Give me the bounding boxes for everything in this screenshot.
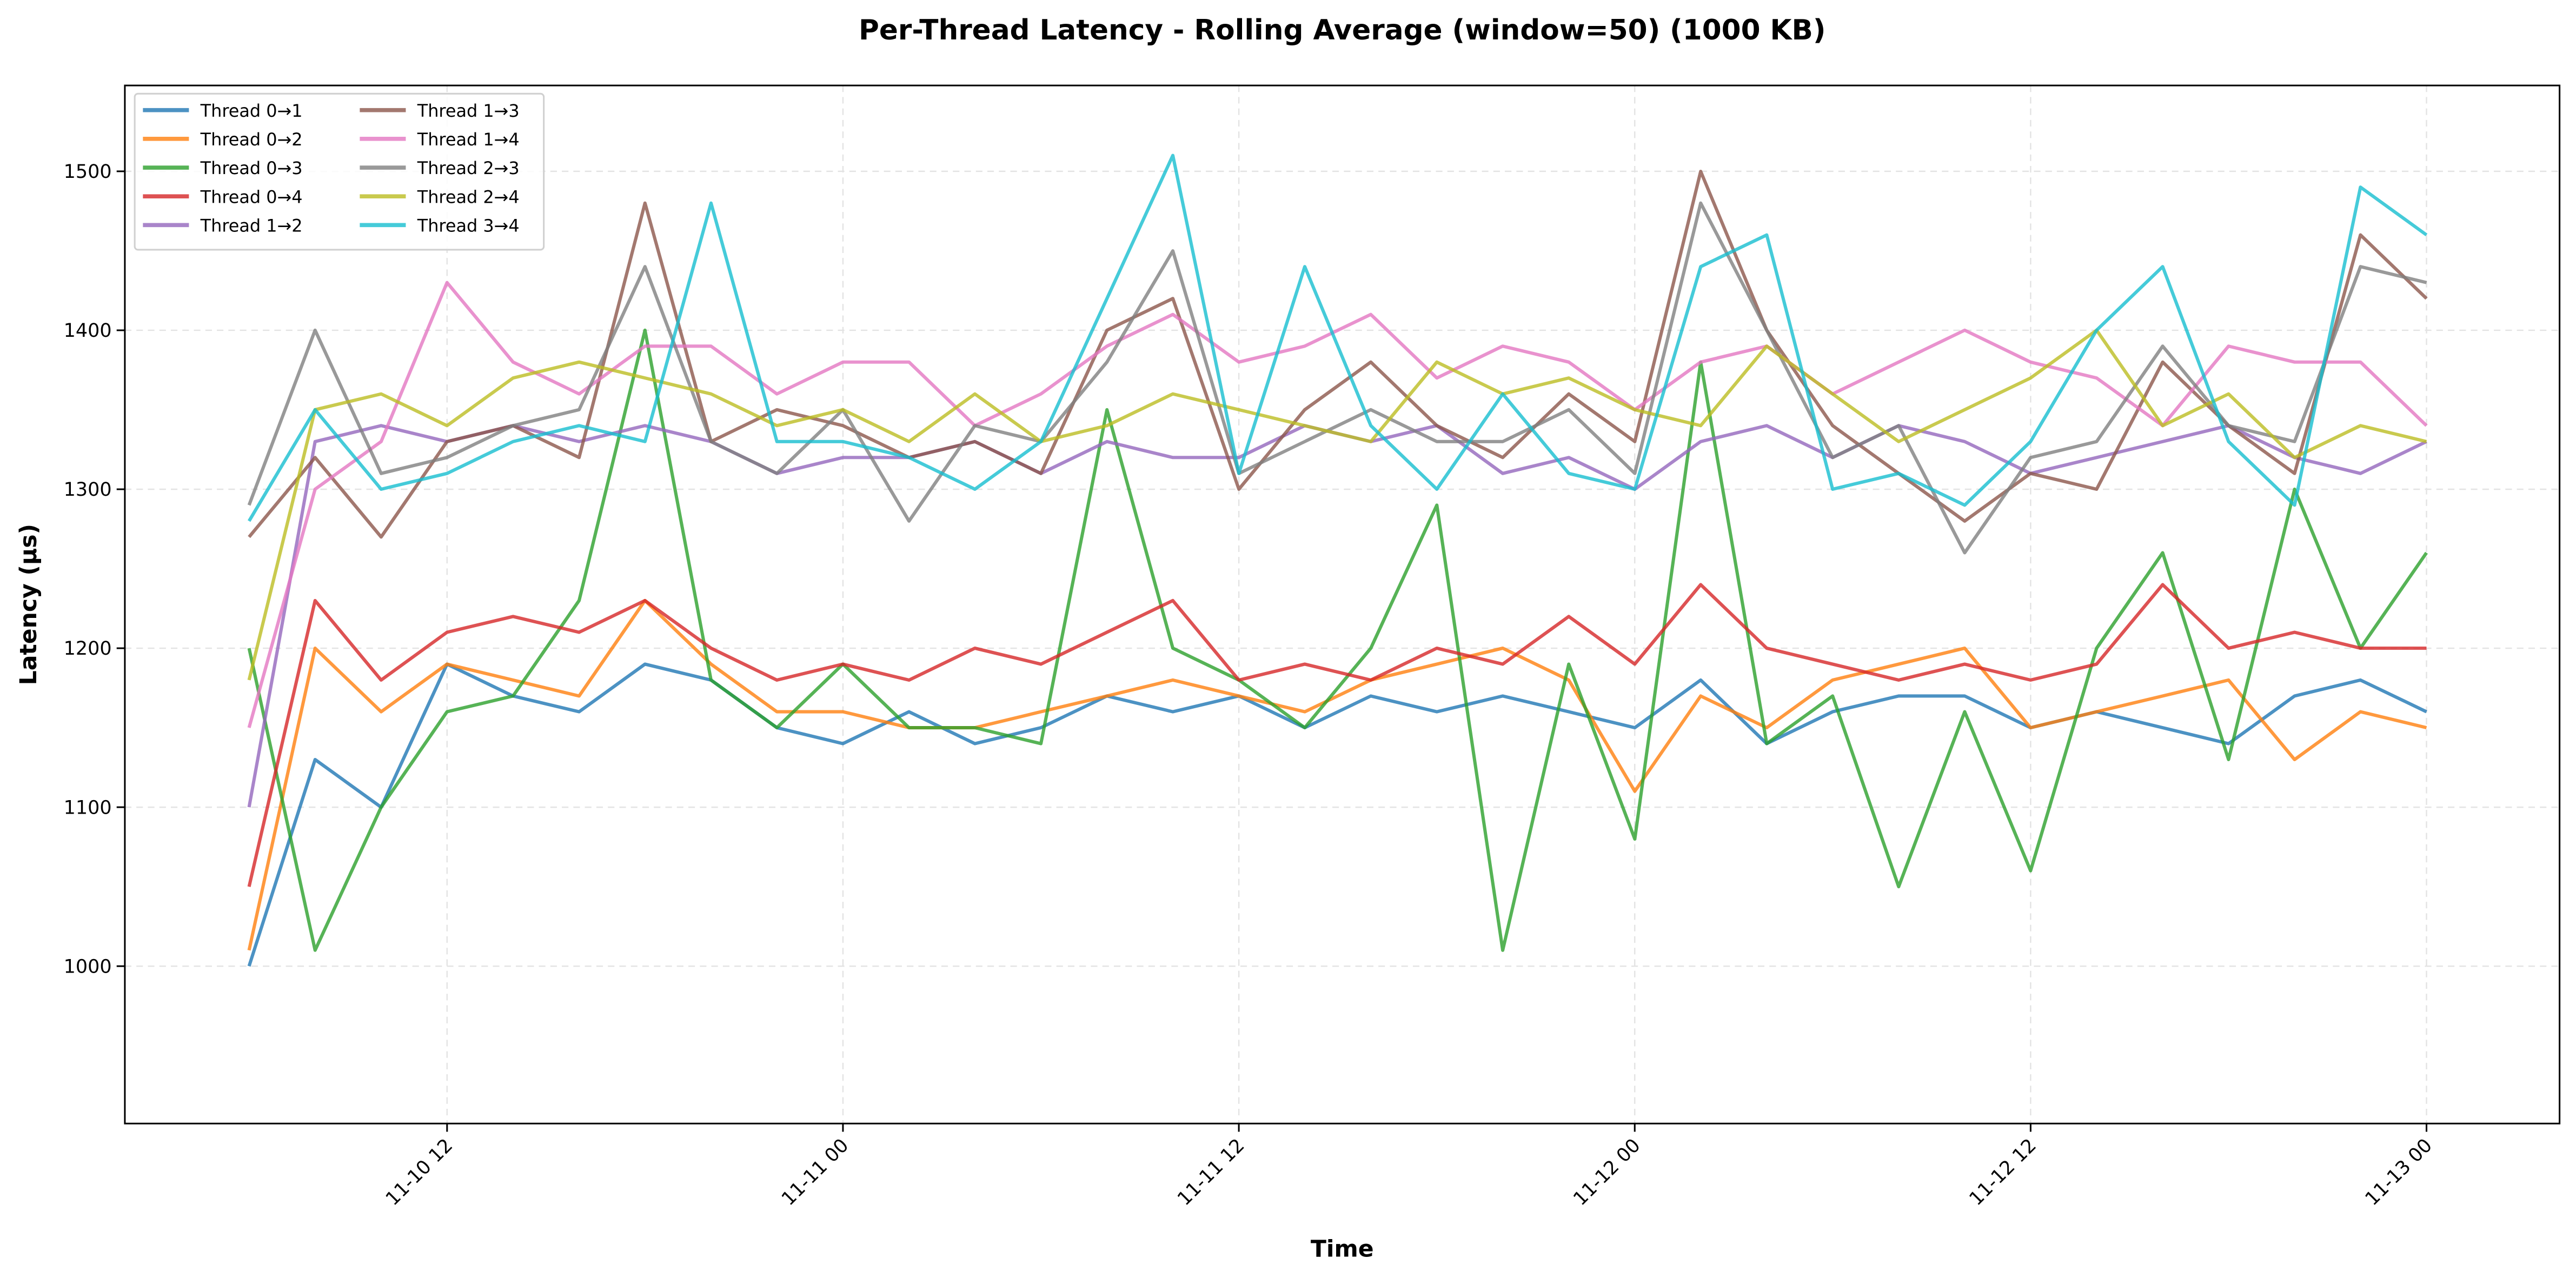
legend-box <box>134 92 545 251</box>
legend-label: Thread 1→3 <box>417 101 520 121</box>
y-tick-label: 1400 <box>64 320 112 342</box>
y-tick-label: 1500 <box>64 161 112 183</box>
legend-label: Thread 1→2 <box>200 216 303 236</box>
legend: Thread 0→1 Thread 0→2 Thread 0→3 Thread 0→4… <box>134 92 545 251</box>
series-lines <box>247 154 2428 967</box>
y-tick-label: 1100 <box>64 797 112 818</box>
legend-label: Thread 0→1 <box>200 101 303 121</box>
legend-label: Thread 2→4 <box>417 187 520 207</box>
chart-title: Per-Thread Latency - Rolling Average (wi… <box>859 14 1825 46</box>
y-axis-ticks: 1000 1100 1200 1300 1400 1500 <box>64 161 125 977</box>
series-line-2-3 <box>247 201 2427 555</box>
y-tick-label: 1000 <box>64 956 112 977</box>
series-line-0-3 <box>247 328 2428 952</box>
legend-label: Thread 0→3 <box>200 158 303 178</box>
x-axis-label: Time <box>1311 1236 1374 1262</box>
legend-label: Thread 1→4 <box>417 129 520 150</box>
y-tick-label: 1300 <box>64 479 112 501</box>
legend-label: Thread 0→4 <box>200 187 303 207</box>
y-tick-label: 1200 <box>64 638 112 660</box>
legend-label: Thread 3→4 <box>417 216 520 236</box>
series-line-3-4 <box>247 154 2428 522</box>
series-line-0-2 <box>247 598 2427 951</box>
legend-label: Thread 2→3 <box>417 158 520 178</box>
plot-frame <box>124 84 2561 1124</box>
legend-label: Thread 0→2 <box>200 129 303 150</box>
y-axis-label: Latency (µs) <box>16 524 42 685</box>
series-line-0-4 <box>247 583 2427 887</box>
series-line-1-3 <box>248 169 2428 539</box>
series-line-2-4 <box>247 328 2427 681</box>
